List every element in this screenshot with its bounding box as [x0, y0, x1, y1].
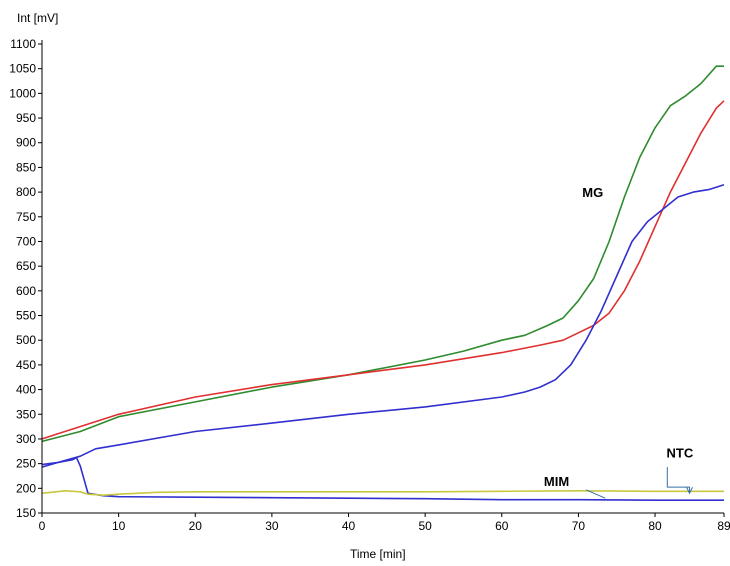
- annotation-mim: MIM: [544, 474, 569, 489]
- y-tick-label: 650: [16, 259, 36, 273]
- y-tick-label: 500: [16, 333, 36, 347]
- x-axis-label: Time [min]: [350, 547, 406, 561]
- ntc-callout-arrow: [686, 487, 693, 495]
- y-tick-label: 800: [16, 185, 36, 199]
- series-line-3: [41, 183, 725, 466]
- x-tick-label: 80: [648, 519, 662, 533]
- x-tick-label: 70: [572, 519, 586, 533]
- x-tick-label: 60: [495, 519, 509, 533]
- y-tick-label: 750: [16, 210, 36, 224]
- y-tick-label: 950: [16, 111, 36, 125]
- series-line-4: [41, 456, 724, 501]
- y-tick-label: 300: [16, 432, 36, 446]
- y-tick-label: 350: [16, 407, 36, 421]
- y-tick-label: 1000: [9, 86, 36, 100]
- y-tick-label: 450: [16, 358, 36, 372]
- annotation-ntc: NTC: [667, 446, 694, 461]
- y-tick-label: 400: [16, 383, 36, 397]
- y-tick-label: 850: [16, 160, 36, 174]
- x-tick-label: 20: [189, 519, 203, 533]
- series-line-1: [41, 65, 724, 443]
- y-tick-label: 700: [16, 234, 36, 248]
- x-tick-label: 30: [265, 519, 279, 533]
- x-tick-label: 50: [418, 519, 432, 533]
- y-tick-label: 1050: [9, 62, 36, 76]
- y-tick-label: 150: [16, 506, 36, 520]
- series-line-5: [41, 490, 724, 496]
- y-tick-label: 550: [16, 309, 36, 323]
- annotation-mg: MG: [582, 185, 603, 200]
- plot-series: [41, 65, 725, 501]
- ntc-callout-line: [666, 467, 691, 494]
- annotations: MG NTC MIM: [544, 185, 694, 499]
- mim-callout-line: [585, 489, 606, 499]
- x-tick-label: 0: [39, 519, 46, 533]
- y-tick-label: 1100: [10, 37, 36, 51]
- x-tick-label: 89: [717, 519, 730, 533]
- y-axis-label: Int [mV]: [17, 11, 58, 25]
- x-tick-label: 10: [112, 519, 126, 533]
- y-tick-label: 900: [16, 136, 36, 150]
- axes: 1502002503003504004505005506006507007508…: [9, 37, 730, 533]
- series-line-2: [41, 100, 725, 440]
- x-tick-label: 40: [342, 519, 356, 533]
- y-tick-label: 600: [16, 284, 36, 298]
- y-tick-label: 250: [16, 457, 36, 471]
- y-tick-label: 200: [16, 481, 36, 495]
